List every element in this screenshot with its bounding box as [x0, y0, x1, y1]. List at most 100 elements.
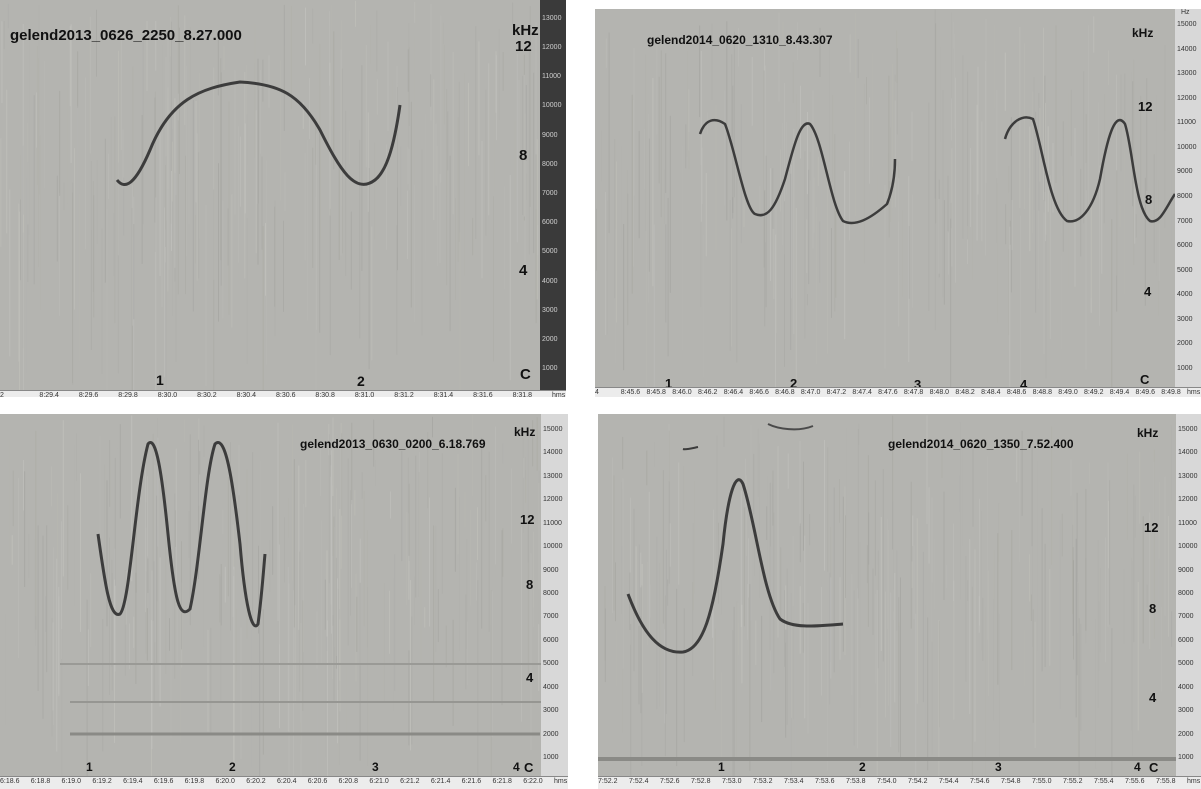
time-tick-label: 8:48.8 — [1032, 389, 1053, 396]
segment-label-3: 3 — [914, 377, 922, 392]
frequency-tick-label: 6000 — [542, 219, 558, 227]
frequency-tick-label: 8000 — [543, 590, 559, 597]
frequency-tick-label: 2000 — [1178, 730, 1194, 738]
spectrogram-panel-2: gelend2014_0620_1310_8.43.307 kHz 12 8 4… — [595, 9, 1201, 397]
recording-title: gelend2013_0630_0200_6.18.769 — [300, 437, 486, 451]
time-tick-label: 7:52.8 — [691, 778, 711, 785]
spectrogram-panel-4: gelend2014_0620_1350_7.52.400 kHz 12 8 4… — [598, 414, 1201, 789]
frequency-tick-label: 8000 — [542, 160, 558, 168]
time-tick-label: 7:53.6 — [815, 778, 835, 785]
time-tick-label: 8:29.4 — [39, 392, 59, 397]
frequency-tick-label: 4000 — [543, 683, 559, 691]
frequency-axis: 15000 14000 13000 12000 11000 10000 9000 8000 70… — [541, 414, 568, 776]
frequency-tick-label: 10000 — [1177, 143, 1197, 151]
khz-label: kHz — [1132, 26, 1154, 40]
frequency-tick-label: 5000 — [1178, 660, 1194, 668]
spectrogram-image-4 — [598, 414, 1176, 776]
frequency-tick-label: 5000 — [1177, 266, 1193, 274]
frequency-tick-label: 4000 — [1177, 291, 1193, 299]
time-tick-label: 7:52.6 — [660, 778, 680, 785]
time-tick-label: 8:48.4 — [981, 389, 1001, 396]
time-tick-label: 6:22.0 — [523, 778, 543, 785]
frequency-tick-label: 11000 — [1177, 119, 1196, 127]
frequency-tick-label: 12000 — [543, 496, 563, 504]
time-tick-label: 6:19.8 — [184, 778, 205, 785]
time-tick-label: 8:29.6 — [78, 392, 99, 397]
frequency-tick-label: 1000 — [1177, 364, 1193, 372]
frequency-tick-label: 8000 — [1177, 193, 1193, 200]
time-tick-label: 6:19.6 — [153, 778, 174, 785]
frequency-tick-label: 1000 — [542, 365, 558, 373]
frequency-tick-label: 10000 — [543, 543, 563, 551]
segment-label-1: 1 — [86, 760, 93, 774]
frequency-tick-label: 4000 — [1178, 683, 1194, 691]
khz-tick-c: C — [524, 760, 534, 775]
frequency-tick-label: 6000 — [1177, 242, 1193, 250]
frequency-tick-label: 8000 — [1178, 590, 1194, 597]
spectrogram-panel-3: gelend2013_0630_0200_6.18.769 kHz 12 8 4… — [0, 414, 568, 789]
khz-label: kHz — [512, 22, 539, 39]
time-tick-label: 8:31.0 — [354, 392, 375, 397]
time-tick-label: 6:21.4 — [430, 778, 451, 785]
frequency-tick-label: 10000 — [542, 102, 562, 110]
time-tick-label: 8:31.4 — [433, 392, 454, 397]
khz-tick-12: 12 — [520, 512, 535, 527]
frequency-tick-label: 6000 — [543, 636, 559, 644]
frequency-tick-label: 10000 — [1178, 543, 1198, 551]
khz-tick-4: 4 — [1144, 284, 1152, 299]
khz-tick-4: 4 — [1149, 690, 1157, 705]
segment-label-2: 2 — [357, 373, 365, 389]
khz-tick-8: 8 — [1145, 192, 1153, 207]
khz-tick-c: C — [520, 366, 531, 383]
time-tick-label: 8:48.6 — [1006, 389, 1027, 396]
frequency-tick-label: 7000 — [543, 613, 559, 621]
segment-label-2: 2 — [859, 760, 866, 774]
frequency-tick-label: 15000 — [1178, 425, 1198, 433]
khz-tick-c: C — [1149, 760, 1159, 775]
time-tick-label: 6:19.2 — [92, 778, 112, 785]
time-tick-label: 7:55.2 — [1063, 778, 1083, 785]
frequency-tick-label: 15000 — [543, 425, 563, 433]
time-tick-label: 8:49.0 — [1058, 389, 1078, 396]
frequency-tick-label: 12000 — [1177, 94, 1197, 102]
time-tick-label: 6:21.6 — [461, 778, 482, 785]
frequency-tick-label: 7000 — [1178, 613, 1194, 621]
time-tick-label: 7:54.2 — [908, 778, 928, 785]
frequency-tick-label: 9000 — [542, 131, 558, 139]
time-tick-label: 6:20.4 — [277, 778, 297, 785]
time-tick-label: 8:46.6 — [749, 389, 769, 396]
time-tick-label: 8:49.4 — [1109, 389, 1130, 396]
frequency-axis: 13000 12000 11000 10000 9000 8000 7000 6000 5000… — [540, 0, 566, 390]
segment-label-4: 4 — [1020, 377, 1028, 392]
khz-label: kHz — [514, 425, 536, 439]
time-tick-label: hms — [1187, 778, 1201, 785]
spectrogram-image-3 — [0, 414, 541, 776]
time-tick-label: 7:53.4 — [784, 778, 804, 785]
time-tick-label: 2 — [0, 392, 4, 397]
frequency-tick-label: 2000 — [543, 730, 559, 738]
time-tick-label: 8:46.8 — [775, 389, 795, 396]
time-tick-label: 8:45.6 — [620, 389, 641, 396]
time-tick-label: 8:46.0 — [672, 389, 692, 396]
frequency-tick-label: 15000 — [1177, 21, 1197, 29]
time-tick-label: 8:31.8 — [512, 392, 533, 397]
frequency-tick-label: 5000 — [543, 660, 559, 668]
time-tick-label: 7:55.4 — [1094, 778, 1114, 785]
segment-label-2: 2 — [790, 376, 798, 391]
frequency-tick-label: 12000 — [542, 43, 562, 51]
frequency-tick-label: 3000 — [542, 306, 558, 314]
time-tick-label: 8:31.6 — [473, 392, 493, 397]
time-tick-label: 7:54.0 — [877, 778, 897, 785]
recording-title: gelend2013_0626_2250_8.27.000 — [10, 27, 242, 44]
segment-label-1: 1 — [156, 372, 164, 388]
frequency-tick-label: 7000 — [542, 190, 558, 197]
time-tick-label: hms — [552, 392, 566, 397]
frequency-tick-label: 9000 — [1178, 566, 1194, 574]
time-tick-label: 8:47.6 — [878, 389, 898, 396]
time-tick-label: 8:30.6 — [276, 392, 296, 397]
frequency-tick-label: 14000 — [1178, 449, 1198, 457]
time-tick-label: 7:53.0 — [722, 778, 742, 785]
frequency-tick-label: 3000 — [1177, 315, 1193, 323]
spectrogram-image-1 — [0, 0, 540, 390]
time-tick-label: 8:47.0 — [800, 389, 821, 396]
